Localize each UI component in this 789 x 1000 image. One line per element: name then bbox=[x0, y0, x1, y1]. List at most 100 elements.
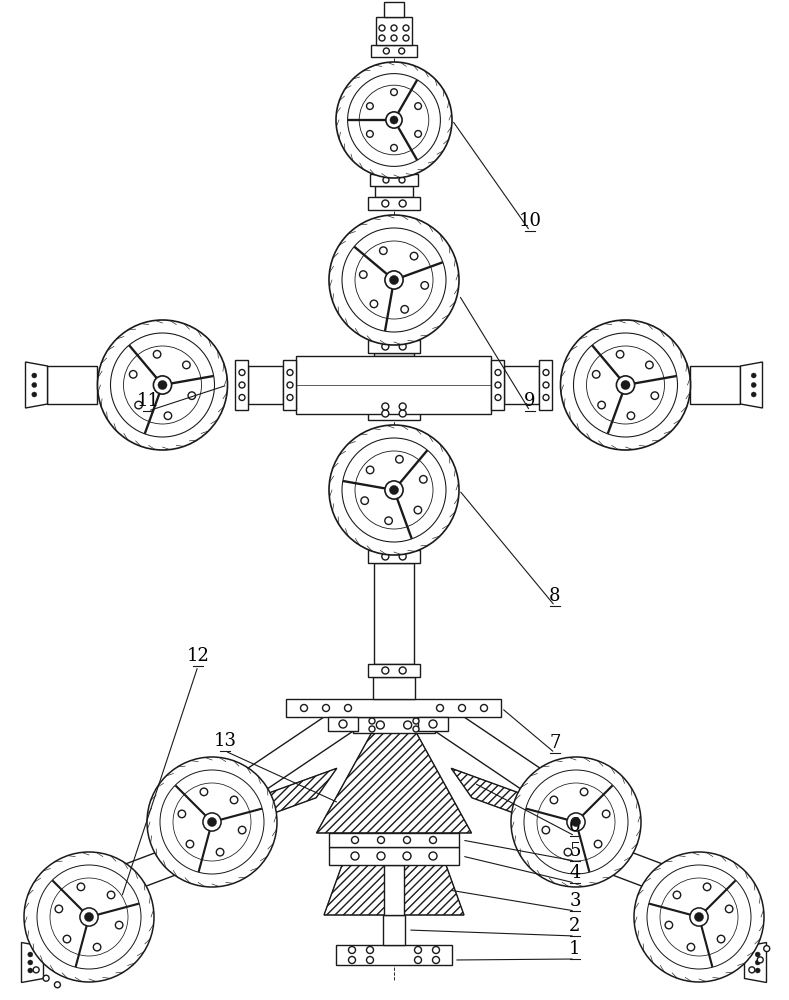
Circle shape bbox=[382, 553, 389, 560]
Circle shape bbox=[178, 810, 185, 818]
Circle shape bbox=[432, 956, 439, 964]
Circle shape bbox=[77, 883, 84, 891]
Circle shape bbox=[208, 817, 216, 827]
Circle shape bbox=[239, 382, 245, 388]
Bar bbox=[418, 717, 448, 731]
Polygon shape bbox=[25, 362, 47, 408]
Circle shape bbox=[385, 517, 392, 524]
Circle shape bbox=[342, 438, 446, 542]
Circle shape bbox=[63, 935, 71, 943]
Circle shape bbox=[367, 956, 373, 964]
Circle shape bbox=[594, 840, 602, 848]
Circle shape bbox=[367, 946, 373, 954]
Circle shape bbox=[403, 25, 409, 31]
Circle shape bbox=[647, 865, 751, 969]
Circle shape bbox=[432, 946, 439, 954]
Bar bbox=[371, 461, 417, 519]
Bar bbox=[368, 550, 420, 563]
Circle shape bbox=[524, 770, 628, 874]
Bar bbox=[504, 366, 540, 404]
Circle shape bbox=[660, 878, 738, 956]
Circle shape bbox=[33, 967, 39, 973]
Circle shape bbox=[382, 343, 389, 350]
Circle shape bbox=[574, 333, 678, 437]
Circle shape bbox=[751, 392, 756, 397]
Circle shape bbox=[287, 394, 293, 400]
Circle shape bbox=[323, 704, 330, 712]
Circle shape bbox=[602, 810, 610, 818]
Circle shape bbox=[349, 956, 356, 964]
Circle shape bbox=[369, 718, 375, 724]
Polygon shape bbox=[123, 848, 178, 891]
Bar bbox=[371, 45, 417, 57]
Bar bbox=[384, 865, 404, 915]
Bar bbox=[336, 945, 452, 965]
Circle shape bbox=[383, 48, 389, 54]
Circle shape bbox=[414, 956, 421, 964]
Circle shape bbox=[339, 720, 347, 728]
Circle shape bbox=[124, 346, 201, 424]
Circle shape bbox=[153, 376, 171, 394]
Bar bbox=[492, 360, 504, 410]
Circle shape bbox=[382, 667, 389, 674]
Circle shape bbox=[336, 62, 452, 178]
Polygon shape bbox=[451, 768, 555, 828]
Bar bbox=[67, 891, 111, 943]
Text: 6: 6 bbox=[569, 817, 581, 835]
Bar bbox=[353, 717, 435, 733]
Circle shape bbox=[481, 704, 488, 712]
Polygon shape bbox=[741, 362, 762, 408]
Circle shape bbox=[391, 89, 398, 96]
Circle shape bbox=[542, 826, 550, 834]
Bar bbox=[283, 360, 297, 410]
Bar bbox=[376, 17, 412, 45]
Circle shape bbox=[369, 726, 375, 732]
Polygon shape bbox=[745, 942, 766, 982]
Circle shape bbox=[135, 401, 142, 409]
Bar bbox=[140, 358, 185, 412]
Text: 13: 13 bbox=[214, 732, 237, 750]
Circle shape bbox=[420, 476, 427, 483]
Polygon shape bbox=[21, 942, 43, 982]
Circle shape bbox=[370, 300, 378, 308]
Bar bbox=[297, 356, 492, 414]
Circle shape bbox=[580, 788, 588, 796]
Circle shape bbox=[366, 466, 374, 474]
Circle shape bbox=[182, 361, 190, 369]
Circle shape bbox=[495, 382, 501, 388]
Polygon shape bbox=[243, 705, 357, 795]
Circle shape bbox=[399, 403, 406, 410]
Circle shape bbox=[403, 852, 411, 860]
Bar bbox=[374, 407, 414, 413]
Circle shape bbox=[32, 392, 37, 397]
Circle shape bbox=[429, 720, 437, 728]
Circle shape bbox=[348, 74, 440, 166]
Circle shape bbox=[98, 320, 227, 450]
Circle shape bbox=[616, 376, 634, 394]
Text: 9: 9 bbox=[524, 392, 536, 410]
Circle shape bbox=[390, 275, 398, 285]
Circle shape bbox=[543, 394, 549, 400]
Circle shape bbox=[755, 952, 760, 957]
Circle shape bbox=[329, 215, 459, 345]
Circle shape bbox=[115, 921, 123, 929]
Circle shape bbox=[287, 382, 293, 388]
Text: 2: 2 bbox=[570, 917, 581, 935]
Circle shape bbox=[28, 968, 33, 973]
Circle shape bbox=[239, 369, 245, 375]
Bar bbox=[677, 891, 721, 943]
Circle shape bbox=[349, 946, 356, 954]
Circle shape bbox=[755, 960, 760, 965]
Circle shape bbox=[386, 112, 402, 128]
Circle shape bbox=[665, 921, 673, 929]
Circle shape bbox=[355, 451, 433, 529]
Circle shape bbox=[379, 35, 385, 41]
Circle shape bbox=[32, 373, 37, 378]
Circle shape bbox=[543, 382, 549, 388]
Bar bbox=[249, 366, 283, 404]
Circle shape bbox=[415, 103, 421, 109]
Circle shape bbox=[414, 946, 421, 954]
Circle shape bbox=[537, 783, 615, 861]
Circle shape bbox=[415, 131, 421, 137]
Circle shape bbox=[164, 412, 172, 419]
